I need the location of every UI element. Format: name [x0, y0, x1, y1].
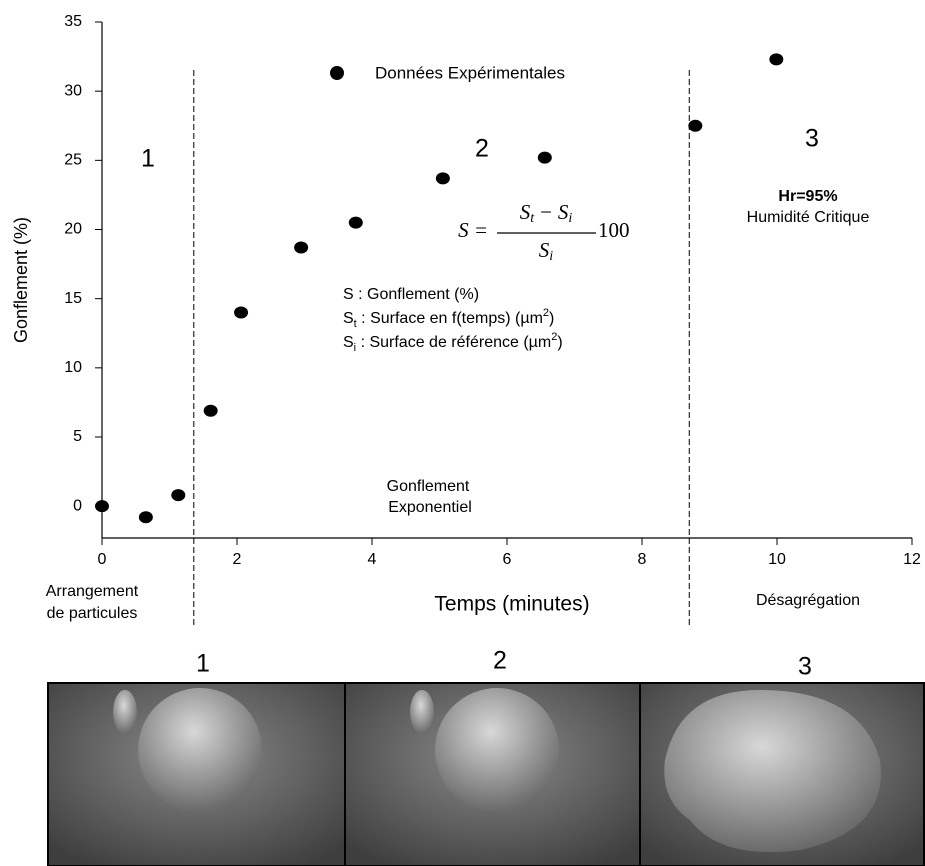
point — [537, 151, 552, 164]
definition-part: : Surface en f(temps) (µm — [357, 310, 543, 327]
point — [171, 489, 186, 502]
y-tick-label: 5 — [73, 428, 82, 445]
subscript: i — [568, 211, 572, 226]
definition-part: S : Gonflement (%) — [343, 286, 479, 303]
x-tick-label: 10 — [768, 551, 786, 568]
y-tick-label: 35 — [64, 13, 82, 30]
term: S — [558, 200, 569, 224]
definition: Si : Surface de référence (µm2) — [343, 331, 563, 354]
zone-label: 3 — [805, 125, 819, 153]
y-tick-label: 15 — [64, 290, 82, 307]
term: S — [539, 238, 550, 262]
definition-part: i — [354, 342, 356, 354]
x-tick-label: 2 — [233, 551, 242, 568]
point — [294, 241, 309, 254]
definitions: S : Gonflement (%) St : Surface en f(temp… — [343, 286, 563, 354]
formula-denominator: Si — [539, 238, 554, 264]
critical-label: Humidité Critique — [747, 209, 870, 226]
image-label: 2 — [493, 647, 507, 675]
definition: St : Surface en f(temps) (µm2) — [343, 307, 554, 330]
definition-part: ) — [557, 334, 562, 351]
point — [688, 119, 703, 132]
x-tick-label: 4 — [368, 551, 377, 568]
point — [203, 404, 218, 417]
particle — [664, 690, 881, 852]
image-label: 1 — [196, 650, 210, 678]
x-tick-label: 0 — [98, 551, 107, 568]
definition: S : Gonflement (%) — [343, 286, 479, 303]
x-tick-label: 8 — [638, 551, 647, 568]
term: S — [520, 200, 531, 224]
particle — [435, 688, 559, 812]
particle — [113, 690, 137, 734]
y-tick-label: 0 — [73, 497, 82, 514]
zone-label: 1 — [141, 145, 155, 173]
y-tick-label: 30 — [64, 82, 82, 99]
phase-label: Exponentiel — [388, 499, 472, 516]
y-tick-label: 20 — [64, 221, 82, 238]
point — [95, 500, 109, 513]
operator: − — [540, 200, 552, 224]
formula-factor: 100 — [598, 218, 630, 242]
formula-numerator: St − Si — [520, 200, 573, 226]
legend-marker — [330, 66, 344, 80]
x-tick-label: 12 — [903, 551, 921, 568]
y-axis-label: Gonflement (%) — [11, 217, 31, 343]
hr-label: Hr=95% — [778, 188, 837, 205]
x-tick-label: 6 — [503, 551, 512, 568]
definition-part: 2 — [543, 307, 549, 319]
subscript: i — [549, 249, 553, 264]
definition-part: : Surface de référence (µm — [356, 334, 551, 351]
point — [138, 511, 153, 524]
y-tick-label: 25 — [64, 152, 82, 169]
phase-label: de particules — [47, 605, 138, 622]
phase-label: Arrangement — [46, 583, 139, 600]
definition-part: ) — [549, 310, 554, 327]
point — [348, 216, 363, 229]
sem-images — [47, 682, 925, 866]
definition-part: S — [343, 334, 354, 351]
formula: S = St − Si Si 100 — [458, 200, 629, 264]
particle — [138, 688, 262, 812]
legend-label: Données Expérimentales — [375, 63, 565, 82]
particle — [410, 690, 434, 734]
definition-part: S — [343, 310, 354, 327]
point — [769, 53, 784, 66]
phase-label: Désagrégation — [756, 592, 860, 609]
definition-part: t — [354, 318, 357, 330]
zone-label: 2 — [475, 135, 489, 163]
x-axis-label: Temps (minutes) — [434, 593, 589, 616]
point — [234, 306, 249, 319]
image-label: 3 — [798, 653, 812, 681]
y-tick-label: 10 — [64, 359, 82, 376]
formula-lhs: S = — [458, 218, 488, 242]
definition-part: 2 — [551, 331, 557, 343]
point — [435, 172, 450, 185]
phase-label: Gonflement — [387, 478, 470, 495]
subscript: t — [530, 211, 535, 226]
